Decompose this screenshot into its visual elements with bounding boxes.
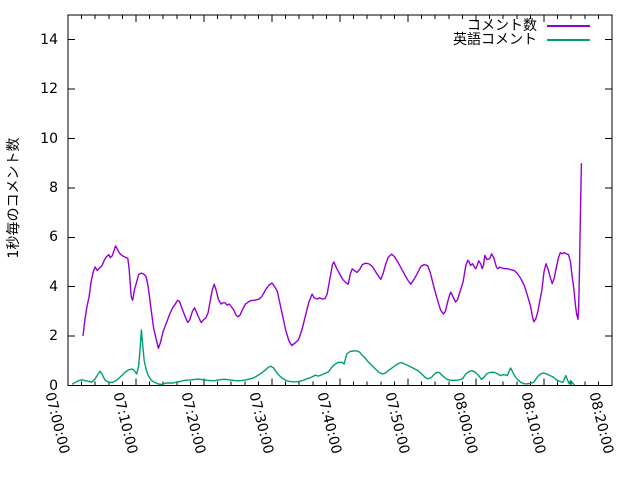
y-tick-label: 12 (40, 81, 58, 98)
y-tick-label: 0 (49, 377, 58, 394)
y-tick-label: 6 (49, 229, 58, 246)
legend-item-label: コメント数 (467, 18, 537, 34)
y-tick-label: 8 (49, 179, 58, 196)
y-tick-label: 14 (40, 31, 58, 48)
y-tick-label: 2 (49, 328, 58, 345)
legend-item-label: 英語コメント (453, 32, 537, 48)
legend-line-sample (547, 39, 590, 41)
series-line-comments (82, 163, 583, 350)
y-tick-label: 4 (49, 278, 58, 295)
series-line-english-comments (71, 329, 576, 386)
legend-item: コメント数 (453, 19, 590, 33)
y-tick-label: 10 (40, 130, 58, 147)
plot-frame (67, 14, 613, 386)
legend-item: 英語コメント (453, 33, 590, 47)
legend: コメント数 英語コメント (453, 19, 590, 47)
legend-line-sample (547, 25, 590, 27)
